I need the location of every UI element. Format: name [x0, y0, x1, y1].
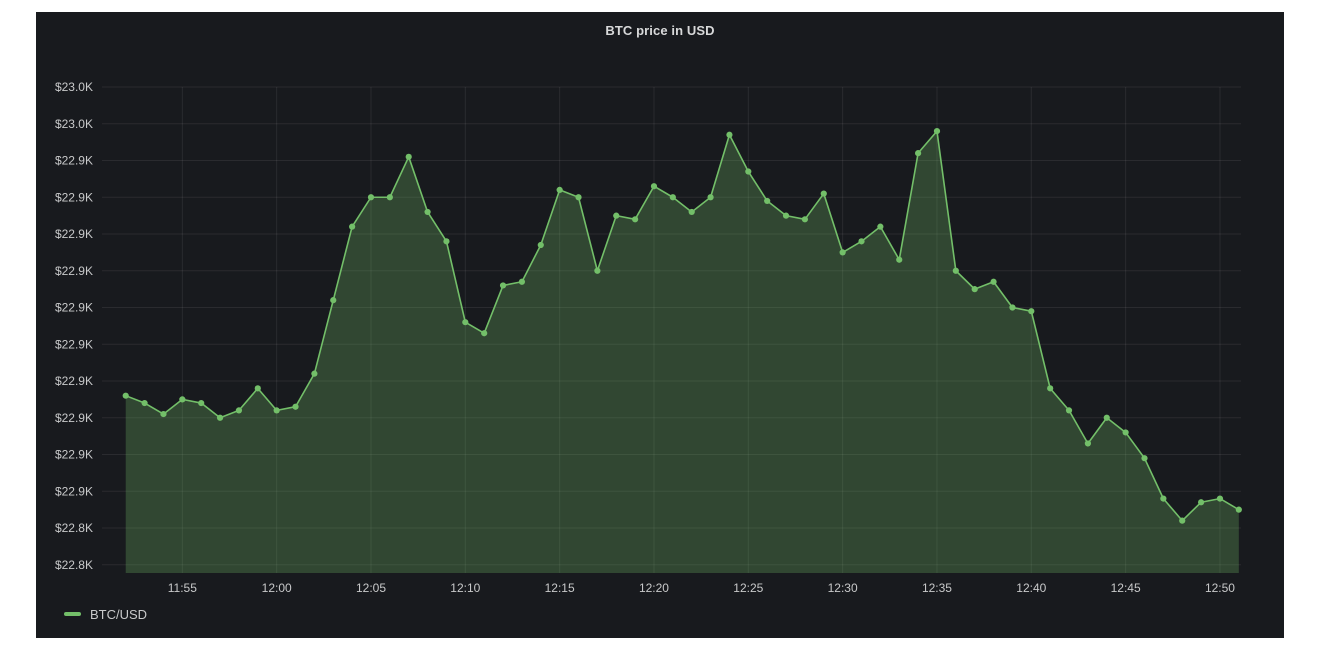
data-point[interactable] [990, 278, 997, 285]
x-tick-label: 12:05 [356, 581, 386, 595]
data-point[interactable] [632, 216, 639, 223]
chart-panel: BTC price in USD 11:55 12:00 12:05 12:10 12:… [36, 12, 1284, 638]
data-point[interactable] [198, 399, 205, 407]
y-tick-label: $23.0K [55, 117, 93, 131]
data-point[interactable] [877, 223, 884, 230]
data-point[interactable] [669, 194, 676, 201]
data-point[interactable] [179, 396, 186, 403]
y-tick-label: $22.9K [55, 227, 93, 241]
data-point[interactable] [1009, 304, 1016, 311]
series-line [124, 130, 1240, 522]
data-point[interactable] [235, 407, 243, 414]
data-point[interactable] [424, 208, 431, 216]
data-point[interactable] [801, 216, 809, 223]
chart-canvas[interactable]: 11:55 12:00 12:05 12:10 12:15 12:20 12:25 12:30… [36, 12, 1284, 638]
data-point[interactable] [1216, 495, 1224, 502]
data-point[interactable] [386, 194, 393, 201]
data-point[interactable] [1122, 429, 1129, 436]
data-point[interactable] [971, 286, 978, 293]
data-point[interactable] [650, 183, 658, 190]
data-point[interactable] [518, 278, 526, 285]
x-tick-label: 12:45 [1111, 581, 1141, 595]
data-point[interactable] [896, 256, 903, 263]
data-point[interactable] [594, 267, 601, 274]
data-point[interactable] [1197, 499, 1205, 506]
series-area-fill [125, 131, 1239, 573]
data-point[interactable] [1103, 414, 1110, 421]
data-point[interactable] [273, 407, 280, 414]
panel-title[interactable]: BTC price in USD [605, 23, 715, 38]
x-tick-label: 12:40 [1016, 581, 1046, 595]
data-point[interactable] [933, 128, 941, 135]
data-point[interactable] [688, 208, 695, 216]
data-point[interactable] [405, 153, 412, 160]
data-point[interactable] [839, 249, 846, 256]
data-point[interactable] [330, 297, 337, 304]
data-point[interactable] [1084, 440, 1091, 447]
y-tick-label: $22.9K [55, 190, 93, 204]
data-point[interactable] [349, 223, 356, 230]
data-point[interactable] [1065, 407, 1073, 414]
y-tick-label: $23.0K [55, 80, 93, 94]
data-point[interactable] [1028, 308, 1035, 315]
data-point[interactable] [292, 403, 299, 410]
data-point[interactable] [726, 131, 733, 138]
data-point[interactable] [858, 238, 865, 245]
x-tick-label: 12:00 [262, 581, 292, 595]
data-point[interactable] [915, 150, 922, 157]
data-point[interactable] [537, 241, 544, 249]
data-point[interactable] [141, 399, 148, 407]
x-tick-label: 12:30 [828, 581, 858, 595]
data-point[interactable] [254, 385, 261, 392]
x-tick-label: 12:35 [922, 581, 952, 595]
x-tick-label: 12:20 [639, 581, 669, 595]
data-point[interactable] [499, 282, 507, 289]
data-point[interactable] [462, 319, 469, 326]
data-point[interactable] [122, 392, 129, 399]
data-point[interactable] [1141, 455, 1148, 462]
y-tick-label: $22.9K [55, 411, 93, 425]
y-tick-label: $22.9K [55, 448, 93, 462]
legend: BTC/USD [64, 604, 147, 624]
x-tick-label: 12:25 [733, 581, 763, 595]
y-tick-label: $22.9K [55, 264, 93, 278]
y-tick-label: $22.8K [55, 558, 93, 572]
x-tick-label: 12:10 [450, 581, 480, 595]
data-point[interactable] [1047, 385, 1054, 392]
x-tick-label: 12:15 [545, 581, 575, 595]
data-point[interactable] [745, 168, 752, 175]
data-point[interactable] [707, 194, 714, 201]
data-point[interactable] [782, 212, 790, 219]
y-tick-label: $22.9K [55, 301, 93, 315]
legend-item-btc-usd[interactable]: BTC/USD [64, 607, 147, 622]
data-point[interactable] [367, 194, 375, 201]
y-tick-label: $22.8K [55, 521, 93, 535]
x-tick-label: 11:55 [168, 581, 197, 595]
data-point[interactable] [443, 238, 450, 245]
data-point[interactable] [1160, 495, 1167, 502]
data-point[interactable] [556, 186, 563, 193]
y-tick-label: $22.9K [55, 337, 93, 351]
data-point[interactable] [481, 330, 488, 337]
legend-series-label: BTC/USD [90, 606, 148, 622]
data-point[interactable] [820, 190, 827, 197]
data-point[interactable] [1235, 506, 1242, 513]
x-tick-label: 12:50 [1205, 581, 1235, 595]
y-tick-label: $22.9K [55, 154, 93, 168]
data-point[interactable] [613, 212, 620, 219]
data-point[interactable] [575, 194, 582, 201]
series-color-swatch [64, 611, 81, 617]
data-point[interactable] [1179, 517, 1186, 524]
y-tick-label: $22.9K [55, 374, 93, 388]
data-point[interactable] [764, 197, 771, 205]
data-point[interactable] [216, 414, 224, 421]
y-tick-label: $22.9K [55, 484, 93, 498]
data-point[interactable] [311, 370, 318, 377]
data-point[interactable] [952, 267, 959, 274]
data-point[interactable] [160, 410, 167, 418]
